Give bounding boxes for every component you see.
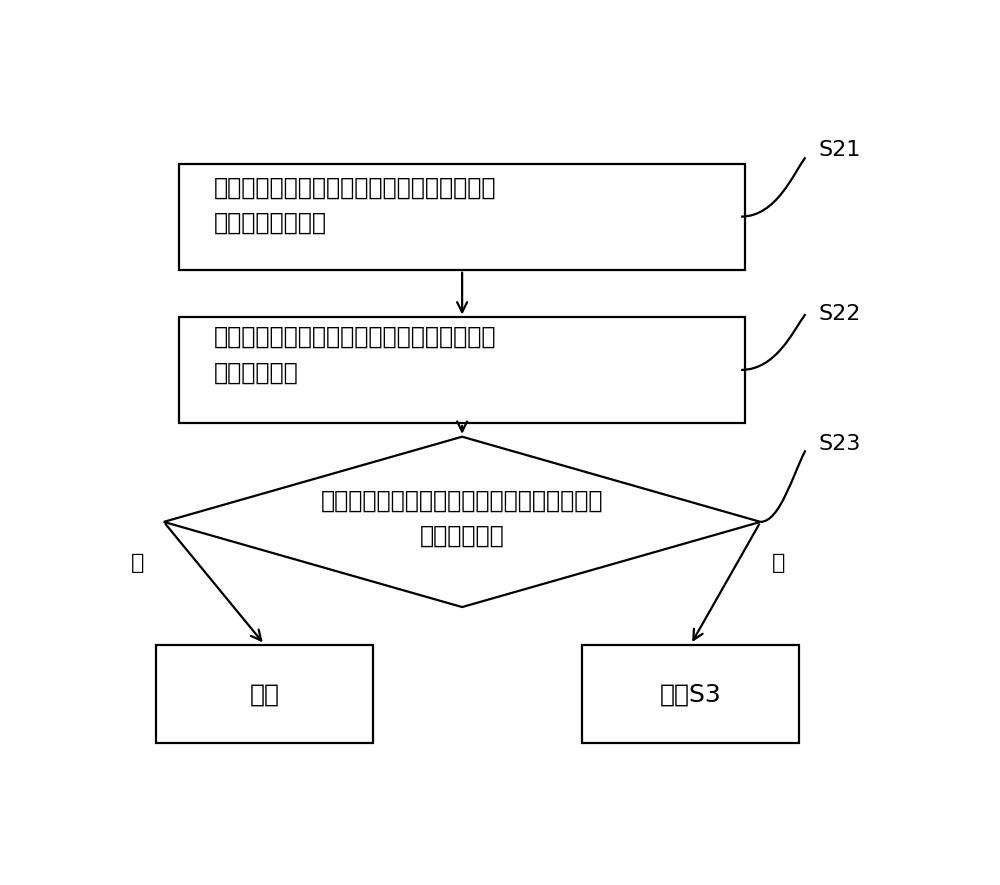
Text: 在微流控芯片外周设置外框，并使外框与微流
控芯片接触处密封: 在微流控芯片外周设置外框，并使外框与微流 控芯片接触处密封 [214,175,497,235]
Text: 静置预定时间后，检查导电溶液相对外框周边
区域是否漏液: 静置预定时间后，检查导电溶液相对外框周边 区域是否漏液 [321,489,603,548]
Text: 向介电层一侧的外框区域内加入导电溶液，形
成导电溶液层: 向介电层一侧的外框区域内加入导电溶液，形 成导电溶液层 [214,325,497,385]
Bar [582,644,799,743]
Text: 否: 否 [772,553,786,573]
Text: S22: S22 [819,304,861,324]
Bar [179,318,745,423]
Text: S23: S23 [819,434,861,453]
Text: 是: 是 [131,553,144,573]
Polygon shape [164,436,761,607]
Text: 进入S3: 进入S3 [660,682,722,706]
Bar [179,164,745,270]
Text: 修补: 修补 [250,682,280,706]
Bar [156,644,373,743]
Text: S21: S21 [819,141,861,160]
